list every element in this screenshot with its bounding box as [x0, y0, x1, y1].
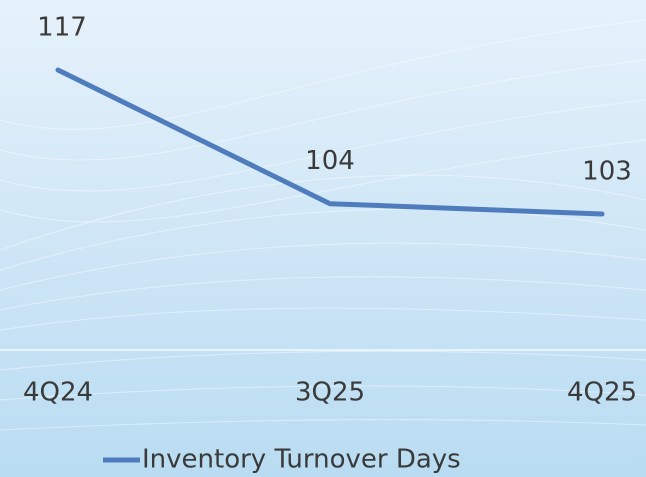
background-waves	[0, 19, 646, 431]
x-tick-label: 3Q25	[295, 378, 365, 408]
data-label: 103	[582, 157, 632, 187]
data-label: 117	[37, 13, 87, 43]
legend-label: Inventory Turnover Days	[142, 445, 461, 475]
x-tick-label: 4Q24	[23, 378, 93, 408]
data-label: 104	[305, 146, 355, 176]
x-tick-label: 4Q25	[567, 378, 637, 408]
line	[55, 67, 605, 217]
